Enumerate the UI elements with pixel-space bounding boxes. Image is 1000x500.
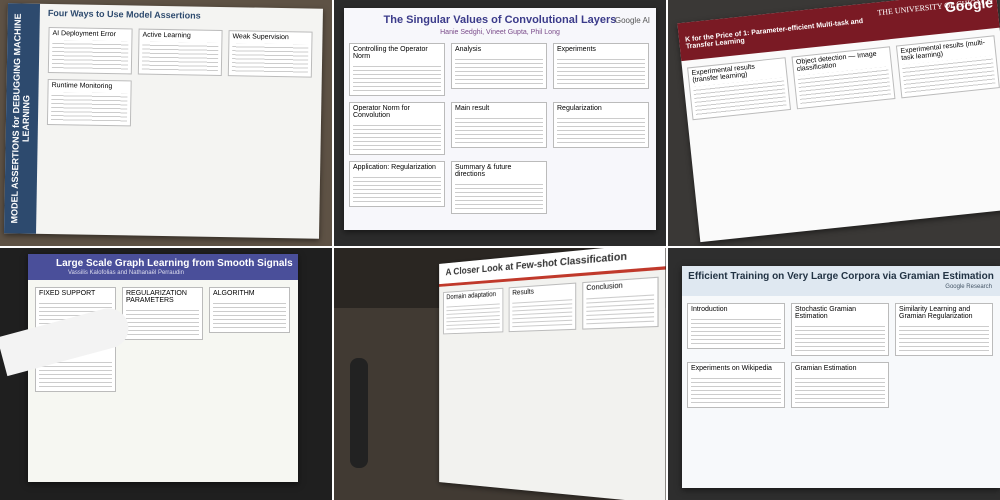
header: Large Scale Graph Learning from Smooth S… xyxy=(28,254,298,280)
sections: AI Deployment Error Active Learning Weak S… xyxy=(44,24,316,133)
poster-section: Conclusion xyxy=(582,276,659,330)
poster: A Closer Look at Few-shot Classification… xyxy=(439,248,666,500)
poster-section: Experiments on Wikipedia xyxy=(687,362,785,408)
photo-panel: The Singular Values of Convolutional Lay… xyxy=(334,0,666,246)
poster-section: Experimental results (multi-task learnin… xyxy=(895,35,1000,99)
poster-section: Application: Regularization xyxy=(349,161,445,207)
photo-panel: Large Scale Graph Learning from Smooth S… xyxy=(0,248,332,500)
photo-panel: MODEL ASSERTIONS for DEBUGGING MACHINE L… xyxy=(0,0,332,246)
poster-section: Controlling the Operator Norm xyxy=(349,43,445,96)
poster-section: Stochastic Gramian Estimation xyxy=(791,303,889,356)
poster-section: Gramian Estimation xyxy=(791,362,889,408)
poster-section: Summary & future directions xyxy=(451,161,547,214)
title-strip: MODEL ASSERTIONS for DEBUGGING MACHINE L… xyxy=(4,3,41,234)
poster-section: Introduction xyxy=(687,303,785,349)
photo-panel: A Closer Look at Few-shot Classification… xyxy=(334,248,666,500)
poster-section: Results xyxy=(508,282,577,333)
poster-section: ALGORITHM xyxy=(209,287,290,333)
poster: Efficient Training on Very Large Corpora… xyxy=(682,266,1000,488)
poster-title: K for the Price of 1: Parameter-efficien… xyxy=(684,17,864,51)
poster-section: Experimental results (transfer learning) xyxy=(687,57,792,121)
poster-section: Similarity Learning and Gramian Regulari… xyxy=(895,303,993,356)
poster-section: Experiments xyxy=(553,43,649,89)
logo: Google xyxy=(944,0,994,16)
sections: FIXED SUPPORT REGULARIZATION PARAMETERSAL… xyxy=(32,284,294,395)
photo-panel: K for the Price of 1: Parameter-efficien… xyxy=(668,0,1000,246)
poster-section: Weak Supervision xyxy=(227,30,313,78)
poster-authors: Hanie Sedghi, Vineet Gupta, Phil Long xyxy=(440,29,560,36)
poster: MODEL ASSERTIONS for DEBUGGING MACHINE L… xyxy=(4,3,323,239)
poster-section: Operator Norm for Convolution xyxy=(349,102,445,155)
poster: K for the Price of 1: Parameter-efficien… xyxy=(677,0,1000,243)
poster-title: The Singular Values of Convolutional Lay… xyxy=(383,14,617,26)
header: Efficient Training on Very Large Corpora… xyxy=(682,266,1000,296)
poster-section: Regularization xyxy=(553,102,649,148)
poster-section: AI Deployment Error xyxy=(47,26,133,75)
poster-title: Efficient Training on Very Large Corpora… xyxy=(688,271,994,282)
poster-title: MODEL ASSERTIONS for DEBUGGING MACHINE L… xyxy=(9,13,32,224)
poster-section: Object detection — Image classification xyxy=(791,46,896,110)
poster-section: Analysis xyxy=(451,43,547,89)
poster-authors: Vassilis Kalofolias and Nathanaël Perrau… xyxy=(68,270,184,276)
photo-panel: Efficient Training on Very Large Corpora… xyxy=(668,248,1000,500)
poster-subtitle: Four Ways to Use Model Assertions xyxy=(47,7,201,21)
sections: Introduction Stochastic Gramian Estimatio… xyxy=(684,300,998,411)
poster-section: REGULARIZATION PARAMETERS xyxy=(122,287,203,340)
person xyxy=(350,358,368,468)
poster-section: Active Learning xyxy=(137,28,223,77)
poster-section: Runtime Monitoring xyxy=(46,78,132,127)
poster: The Singular Values of Convolutional Lay… xyxy=(344,8,656,230)
sections: Controlling the Operator NormAnalysis Exp… xyxy=(346,40,654,217)
poster-title: Large Scale Graph Learning from Smooth S… xyxy=(56,258,293,269)
poster-section: Domain adaptation xyxy=(443,287,504,335)
logo: Google AI xyxy=(614,16,650,25)
poster-section: Main result xyxy=(451,102,547,148)
logo: Google Research xyxy=(945,284,992,290)
poster: Large Scale Graph Learning from Smooth S… xyxy=(28,254,298,482)
